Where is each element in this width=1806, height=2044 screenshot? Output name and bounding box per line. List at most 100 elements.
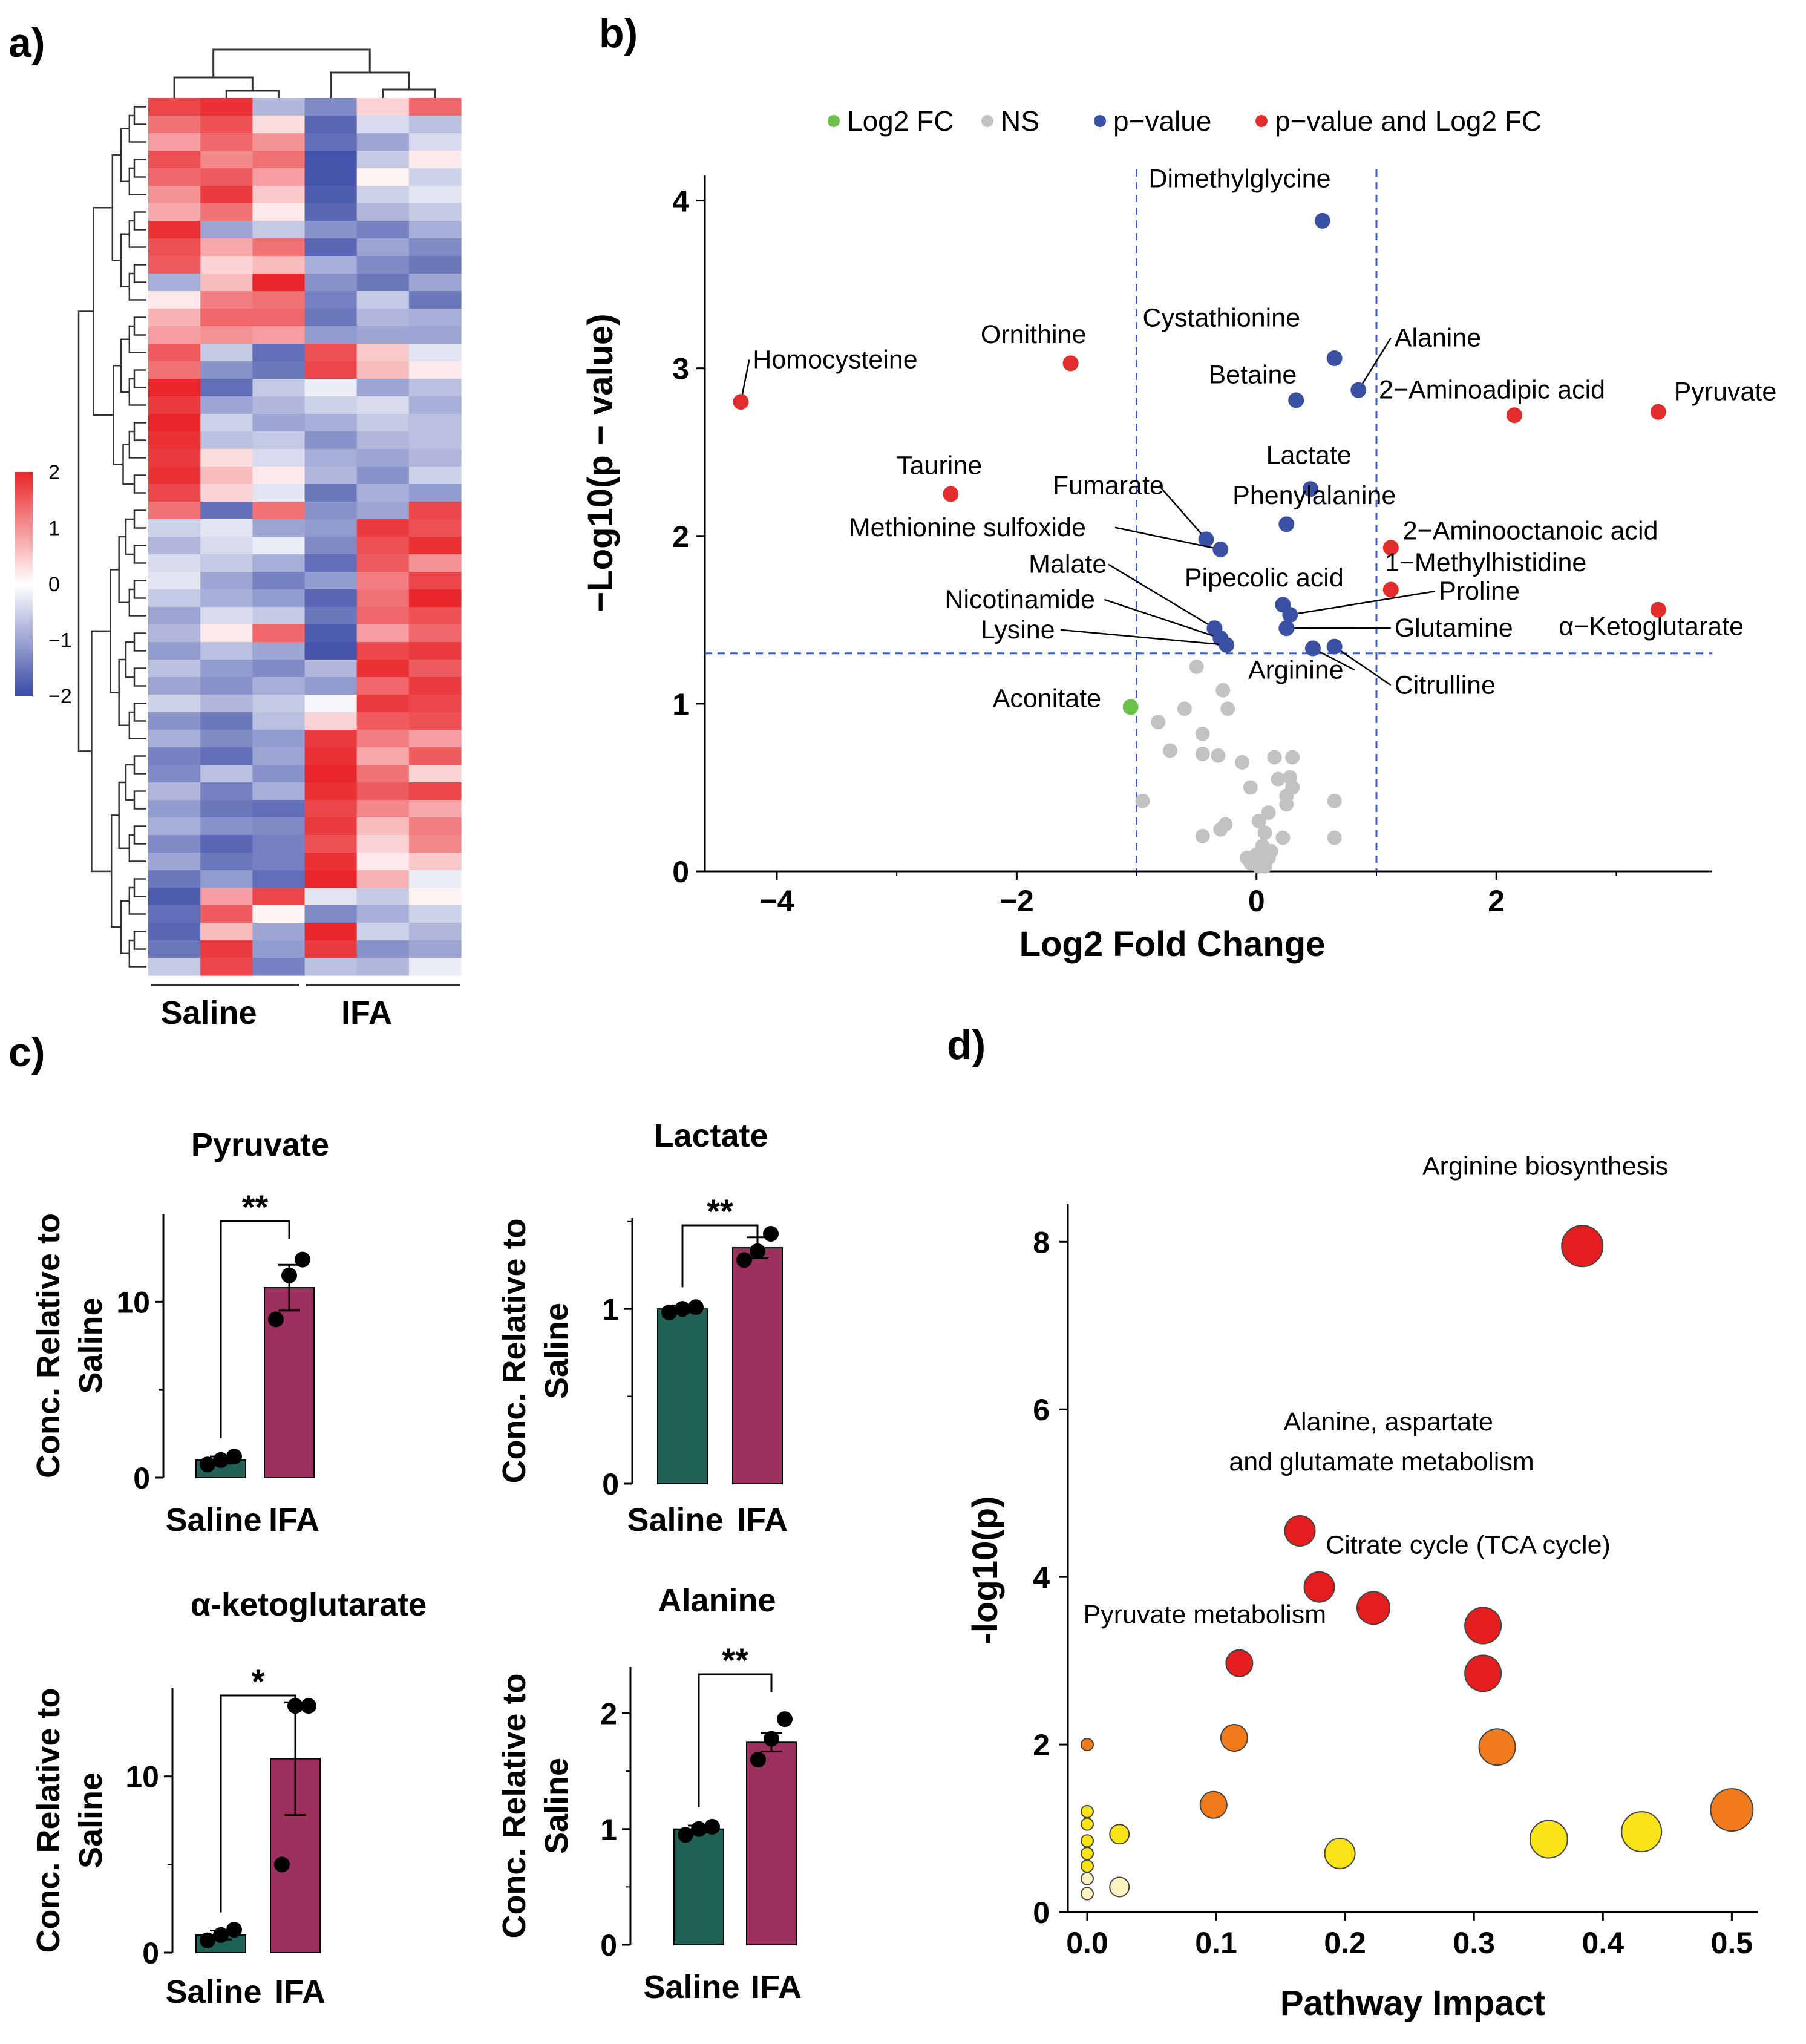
- category-label: IFA: [737, 1502, 788, 1538]
- point-label: Fumarate: [1053, 471, 1164, 500]
- heatmap-cell: [252, 607, 306, 625]
- replicate-point: [213, 1452, 229, 1468]
- dendrogram-branch: [125, 518, 134, 555]
- heatmap-cell: [252, 624, 306, 643]
- point-label: 2−Aminoadipic acid: [1379, 376, 1605, 405]
- heatmap-cell: [148, 853, 201, 871]
- dendrogram-branch: [128, 834, 146, 862]
- pathway-bubble: [1080, 1738, 1094, 1752]
- heatmap-cell: [148, 554, 201, 572]
- pathway-bubble: [1356, 1591, 1391, 1625]
- heatmap-cell: [252, 817, 306, 836]
- replicate-point: [301, 1698, 316, 1714]
- heatmap-cell: [304, 660, 358, 678]
- pathway-bubble: [1109, 1824, 1130, 1845]
- heatmap-cell: [148, 589, 201, 608]
- pathway-bubble: [1464, 1654, 1502, 1692]
- ns-point: [1151, 715, 1166, 730]
- y-tick-label: 0: [1033, 1896, 1050, 1930]
- heatmap-cell: [148, 800, 201, 818]
- replicate-point: [691, 1821, 707, 1837]
- heatmap-cell: [356, 589, 410, 608]
- legend-marker: [981, 115, 993, 127]
- replicate-point: [750, 1752, 766, 1767]
- heatmap-cell: [356, 765, 410, 783]
- heatmap-cell: [200, 905, 253, 923]
- point-label: Malate: [1029, 550, 1107, 579]
- pathway-bubble: [1478, 1728, 1516, 1766]
- pathway-label: Pyruvate metabolism: [1084, 1600, 1327, 1629]
- heatmap-cell: [408, 431, 462, 450]
- replicate-point: [226, 1922, 242, 1938]
- data-point: [1506, 407, 1522, 424]
- group-label-saline: Saline: [160, 995, 257, 1031]
- pathway-bubble: [1080, 1847, 1094, 1861]
- pathway-bubble: [1080, 1817, 1094, 1831]
- heatmap-cell: [200, 414, 253, 432]
- dendrogram-branch: [133, 790, 146, 810]
- data-point: [943, 486, 959, 502]
- significance-bracket: [698, 1673, 773, 1808]
- heatmap-cell: [304, 414, 358, 432]
- heatmap-cell: [408, 642, 462, 660]
- heatmap-cell: [252, 151, 306, 169]
- pathway-bubble: [1324, 1838, 1356, 1870]
- pathway-bubble: [1080, 1834, 1094, 1848]
- replicate-point: [736, 1252, 752, 1268]
- legend-marker: [1255, 115, 1268, 127]
- ns-point: [1195, 726, 1210, 741]
- heatmap-cell: [148, 467, 201, 485]
- chart-title: Lactate: [653, 1118, 768, 1154]
- heatmap-cell: [356, 835, 410, 853]
- heatmap-cell: [356, 291, 410, 309]
- heatmap-cell: [200, 730, 253, 748]
- heatmap-cell: [408, 853, 462, 871]
- data-point: [1212, 541, 1229, 557]
- heatmap-cell: [356, 186, 410, 204]
- heatmap-cell: [304, 905, 358, 923]
- pathway-bubble: [1621, 1811, 1663, 1853]
- heatmap-cell: [252, 238, 306, 257]
- heatmap-cell: [252, 309, 306, 327]
- heatmap-cell: [148, 502, 201, 520]
- heatmap-cell: [200, 782, 253, 801]
- data-point: [1326, 350, 1343, 367]
- heatmap-cell: [356, 502, 410, 520]
- dendrogram-branch: [118, 536, 129, 603]
- dendrogram-branch: [120, 128, 129, 182]
- y-tick-label: 0: [672, 855, 689, 889]
- y-tick-label: 1: [602, 1292, 619, 1326]
- heatmap-cell: [304, 519, 358, 537]
- dendrogram-branch: [113, 365, 123, 465]
- ns-point: [1261, 805, 1276, 821]
- heatmap-cell: [408, 361, 462, 379]
- heatmap-cell: [304, 572, 358, 590]
- ns-point: [1195, 828, 1210, 843]
- heatmap-cell: [304, 238, 358, 257]
- pathway-label: Alanine, aspartate: [1283, 1407, 1493, 1436]
- point-label: Cystathionine: [1142, 303, 1300, 332]
- pathway-label: and glutamate metabolism: [1229, 1447, 1534, 1476]
- heatmap-cell: [252, 905, 306, 923]
- heatmap-cell: [200, 624, 253, 643]
- dendrogram-branch: [120, 233, 129, 287]
- ns-point: [1257, 825, 1272, 840]
- data-point: [733, 394, 749, 410]
- replicate-point: [704, 1818, 720, 1835]
- heatmap-cell: [200, 326, 253, 344]
- data-point: [1650, 404, 1666, 420]
- heatmap-cell: [356, 712, 410, 730]
- heatmap-cell: [200, 467, 253, 485]
- heatmap-cell: [200, 747, 253, 765]
- heatmap-cell: [200, 572, 253, 590]
- heatmap-cell: [200, 291, 253, 309]
- dendrogram-branch: [133, 264, 146, 283]
- point-label: Citrulline: [1395, 670, 1496, 699]
- y-axis-label: -log10(p): [966, 1496, 1005, 1645]
- dendrogram-branch: [133, 474, 146, 494]
- heatmap-cell: [148, 888, 201, 906]
- point-label: Homocysteine: [753, 346, 917, 375]
- heatmap-cell: [148, 782, 201, 801]
